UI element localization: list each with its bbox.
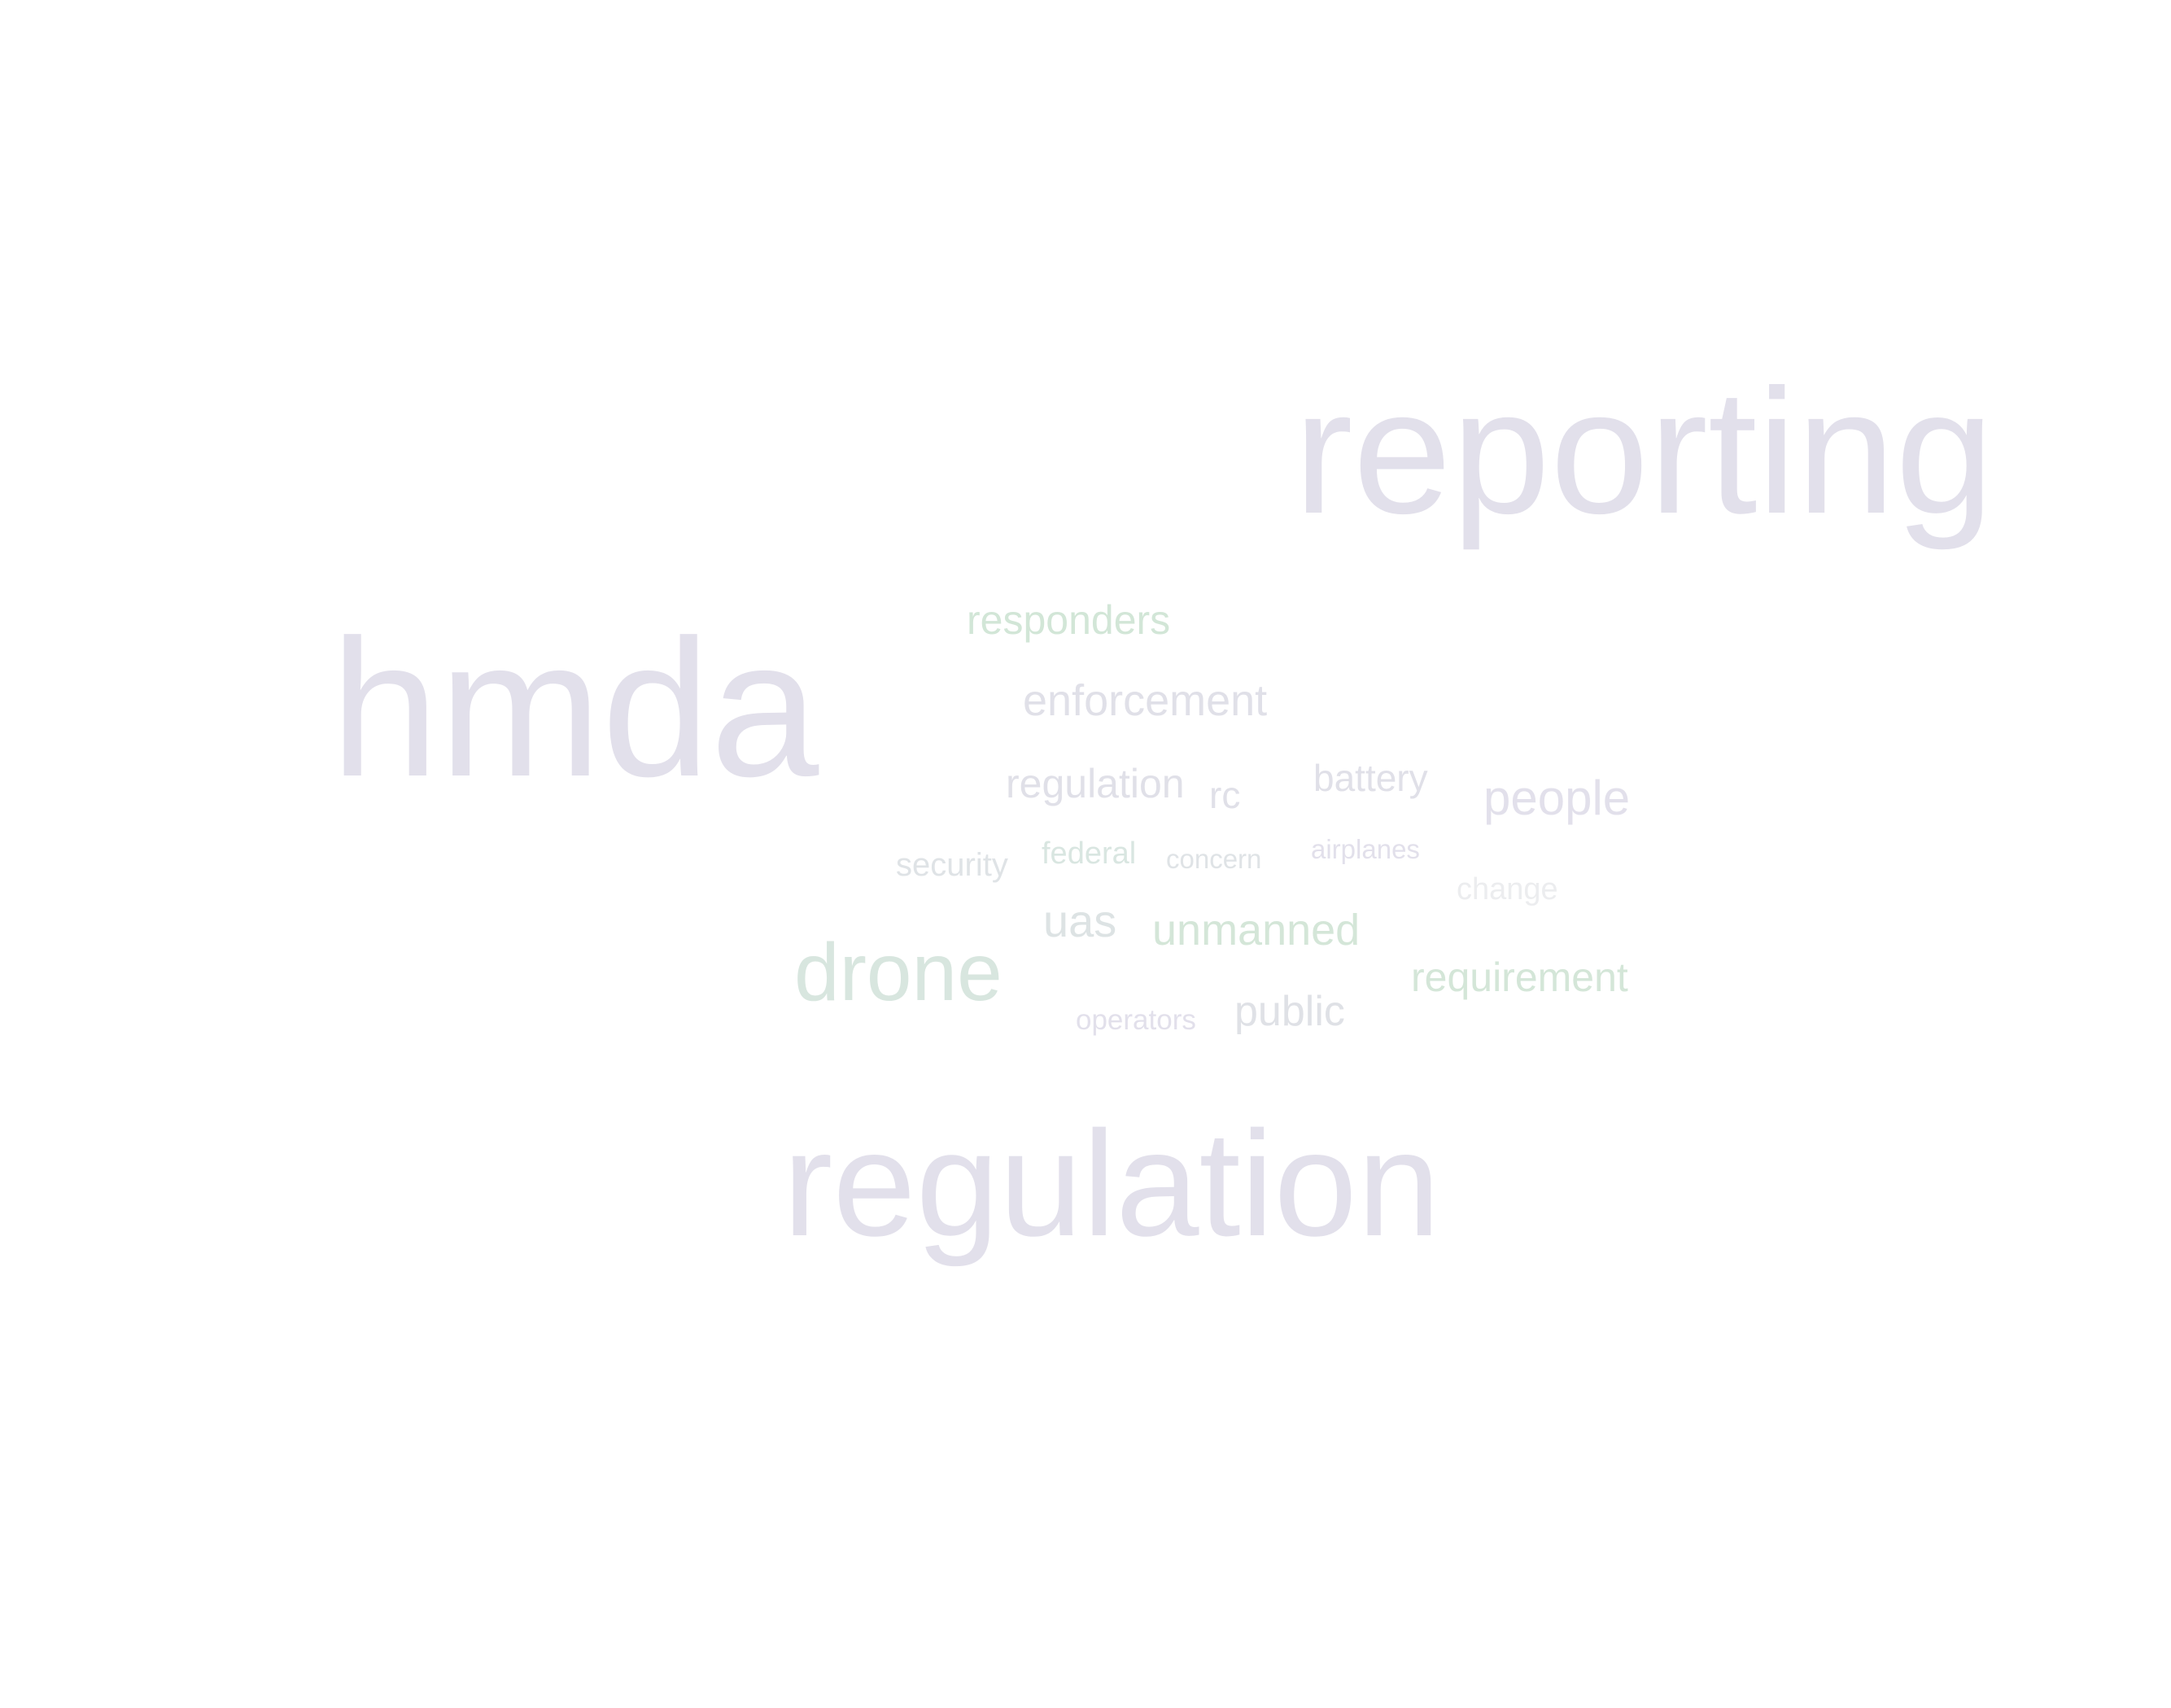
- word-reporting: reporting: [1294, 353, 1994, 551]
- word-security: security: [896, 847, 1008, 883]
- word-regulation-small: regulation: [1006, 761, 1185, 806]
- word-people: people: [1483, 771, 1631, 825]
- word-drone: drone: [794, 927, 1003, 1018]
- word-change: change: [1457, 872, 1558, 906]
- word-uas: uas: [1043, 895, 1117, 946]
- word-hmda: hmda: [330, 599, 819, 817]
- word-airplanes: airplanes: [1311, 834, 1420, 864]
- word-enforcement: enforcement: [1023, 676, 1268, 725]
- word-requirement: requirement: [1411, 954, 1628, 1000]
- word-regulation-large: regulation: [783, 1099, 1441, 1267]
- word-unmanned: unmanned: [1152, 906, 1361, 954]
- word-responders: responders: [967, 597, 1171, 643]
- word-concern: concern: [1166, 844, 1262, 874]
- word-rc: rc: [1209, 774, 1241, 816]
- word-federal: federal: [1042, 837, 1137, 871]
- word-operators: operators: [1076, 1004, 1196, 1036]
- word-battery: battery: [1313, 757, 1428, 799]
- word-public: public: [1234, 988, 1345, 1035]
